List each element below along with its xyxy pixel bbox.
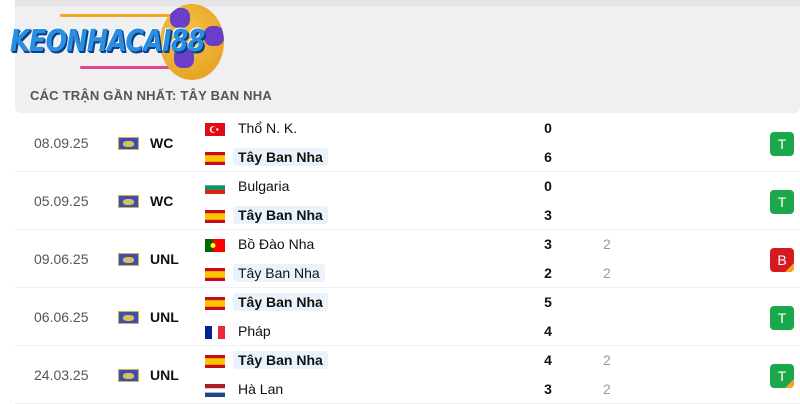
- header-panel: [15, 6, 800, 113]
- match-date: 05.09.25: [34, 193, 89, 209]
- result-badge: T: [770, 190, 794, 214]
- team-score: 5: [544, 294, 552, 310]
- team-score: 6: [544, 149, 552, 165]
- penalty-score: 2: [603, 381, 611, 397]
- competition[interactable]: WC: [150, 135, 174, 151]
- team-name[interactable]: Pháp: [238, 323, 271, 339]
- penalty-score: 2: [603, 236, 611, 252]
- match-date: 09.06.25: [34, 251, 89, 267]
- spain-flag-icon: [205, 210, 225, 223]
- team-score: 0: [544, 120, 552, 136]
- team-score: 3: [544, 236, 552, 252]
- team-name[interactable]: Tây Ban Nha: [233, 206, 328, 224]
- result-badge: T: [770, 132, 794, 156]
- match-row[interactable]: 09.06.25 UNL Bồ Đào Nha 3 2 Tây Ban Nha …: [15, 230, 800, 288]
- result-letter: T: [777, 136, 787, 152]
- penalty-corner-icon: [785, 263, 794, 272]
- page-title: CÁC TRẬN GẦN NHẤT: TÂY BAN NHA: [30, 88, 272, 103]
- team-score: 2: [544, 265, 552, 281]
- match-date: 24.03.25: [34, 367, 89, 383]
- home-team: Tây Ban Nha 5: [205, 291, 585, 313]
- away-team: Tây Ban Nha 3: [205, 204, 585, 226]
- logo-text: KEONHACAI88: [10, 24, 205, 59]
- match-row[interactable]: 24.03.25 UNL Tây Ban Nha 4 2 Hà Lan 3 2 …: [15, 346, 800, 404]
- home-team: Thổ N. K. 0: [205, 117, 585, 139]
- football-icon: [160, 4, 224, 80]
- match-row[interactable]: 06.06.25 UNL Tây Ban Nha 5 Pháp 4 T: [15, 288, 800, 346]
- match-date: 08.09.25: [34, 135, 89, 151]
- away-team: Hà Lan 3 2: [205, 378, 611, 400]
- match-row[interactable]: 08.09.25 WC Thổ N. K. 0 Tây Ban Nha 6 T: [15, 114, 800, 172]
- home-team: Bulgaria 0: [205, 175, 585, 197]
- netherlands-flag-icon: [205, 384, 225, 397]
- result-badge: B: [770, 248, 794, 272]
- team-name[interactable]: Bồ Đào Nha: [238, 236, 315, 252]
- result-badge: T: [770, 306, 794, 330]
- team-name[interactable]: Tây Ban Nha: [233, 264, 325, 282]
- team-name[interactable]: Tây Ban Nha: [233, 293, 328, 311]
- penalty-corner-icon: [785, 379, 794, 388]
- team-score: 3: [544, 207, 552, 223]
- spain-flag-icon: [205, 355, 225, 368]
- world-map-icon: [118, 195, 139, 208]
- top-strip: [15, 0, 800, 6]
- match-date: 06.06.25: [34, 309, 89, 325]
- portugal-flag-icon: [205, 239, 225, 252]
- france-flag-icon: [205, 326, 225, 339]
- penalty-score: 2: [603, 265, 611, 281]
- bulgaria-flag-icon: [205, 181, 225, 194]
- competition[interactable]: WC: [150, 193, 174, 209]
- team-score: 4: [544, 323, 552, 339]
- competition[interactable]: UNL: [150, 367, 179, 383]
- team-name[interactable]: Thổ N. K.: [238, 120, 298, 136]
- turkey-flag-icon: [205, 123, 225, 136]
- away-team: Tây Ban Nha 6: [205, 146, 585, 168]
- away-team: Pháp 4: [205, 320, 585, 342]
- team-name[interactable]: Bulgaria: [238, 178, 290, 194]
- team-name[interactable]: Tây Ban Nha: [233, 351, 328, 369]
- result-badge: T: [770, 364, 794, 388]
- logo-streak: [80, 66, 170, 69]
- spain-flag-icon: [205, 268, 225, 281]
- team-score: 3: [544, 381, 552, 397]
- result-letter: T: [777, 194, 787, 210]
- away-team: Tây Ban Nha 2 2: [205, 262, 611, 284]
- world-map-icon: [118, 137, 139, 150]
- home-team: Bồ Đào Nha 3 2: [205, 233, 611, 255]
- match-row[interactable]: 05.09.25 WC Bulgaria 0 Tây Ban Nha 3 T: [15, 172, 800, 230]
- competition[interactable]: UNL: [150, 251, 179, 267]
- spain-flag-icon: [205, 152, 225, 165]
- logo: KEONHACAI88: [0, 0, 230, 85]
- competition[interactable]: UNL: [150, 309, 179, 325]
- world-map-icon: [118, 253, 139, 266]
- team-score: 4: [544, 352, 552, 368]
- world-map-icon: [118, 311, 139, 324]
- logo-streak: [60, 14, 170, 17]
- penalty-score: 2: [603, 352, 611, 368]
- spain-flag-icon: [205, 297, 225, 310]
- home-team: Tây Ban Nha 4 2: [205, 349, 611, 371]
- team-score: 0: [544, 178, 552, 194]
- team-name[interactable]: Hà Lan: [238, 381, 284, 397]
- result-letter: T: [777, 368, 787, 384]
- world-map-icon: [118, 369, 139, 382]
- result-letter: B: [777, 252, 787, 268]
- team-name[interactable]: Tây Ban Nha: [233, 148, 328, 166]
- result-letter: T: [777, 310, 787, 326]
